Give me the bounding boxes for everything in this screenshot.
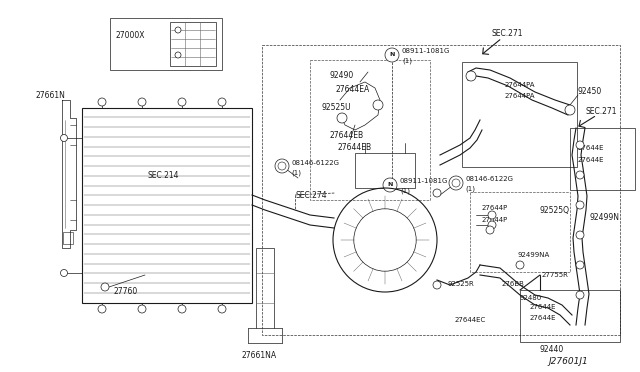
Bar [63, 232, 73, 244]
Text: 27661NA: 27661NA [242, 350, 277, 359]
Circle shape [138, 305, 146, 313]
Text: 92525U: 92525U [322, 103, 351, 112]
Circle shape [218, 305, 226, 313]
Circle shape [488, 221, 496, 229]
Bar [520, 290, 620, 342]
Text: 27644EB: 27644EB [330, 131, 364, 140]
Circle shape [433, 281, 441, 289]
Bar [82, 108, 252, 303]
Bar [355, 153, 415, 188]
Text: 27644P: 27644P [482, 217, 508, 223]
Circle shape [218, 98, 226, 106]
Text: 08146-6122G: 08146-6122G [291, 160, 339, 166]
Text: 27644E: 27644E [578, 157, 605, 163]
Bar [462, 62, 577, 167]
Text: J27601J1: J27601J1 [548, 357, 588, 366]
Bar [570, 128, 635, 190]
Circle shape [565, 105, 575, 115]
Text: 08146-6122G: 08146-6122G [465, 176, 513, 182]
Circle shape [385, 48, 399, 62]
Text: 08911-1081G: 08911-1081G [402, 48, 451, 54]
Text: 92525R: 92525R [448, 281, 475, 287]
Circle shape [576, 291, 584, 299]
Circle shape [452, 179, 460, 187]
Bar [310, 60, 430, 200]
Text: 27644E: 27644E [530, 315, 557, 321]
Text: 27644EB: 27644EB [338, 144, 372, 153]
Text: 08911-1081G: 08911-1081G [400, 178, 449, 184]
Text: 27755R: 27755R [542, 272, 569, 278]
Circle shape [337, 113, 347, 123]
Circle shape [466, 71, 476, 81]
Circle shape [278, 162, 286, 170]
Bar [256, 248, 274, 328]
Circle shape [61, 269, 67, 276]
Circle shape [373, 100, 383, 110]
Circle shape [101, 283, 109, 291]
Bar [470, 192, 570, 272]
Text: 27760: 27760 [113, 286, 137, 295]
Text: 27644P: 27644P [482, 205, 508, 211]
Text: SEC.271: SEC.271 [492, 29, 524, 38]
Circle shape [576, 141, 584, 149]
Bar [170, 22, 216, 66]
Text: N: N [389, 52, 395, 58]
Circle shape [138, 98, 146, 106]
Text: 27644EC: 27644EC [455, 317, 486, 323]
Text: 27644EA: 27644EA [335, 86, 369, 94]
Circle shape [576, 201, 584, 209]
Text: 92499NA: 92499NA [518, 252, 550, 258]
Circle shape [516, 261, 524, 269]
Text: 27661N: 27661N [36, 90, 66, 99]
Text: SEC.214: SEC.214 [148, 170, 179, 180]
Circle shape [488, 211, 496, 219]
Circle shape [486, 226, 494, 234]
Circle shape [275, 159, 289, 173]
Text: (1): (1) [400, 188, 410, 194]
Text: 27644PA: 27644PA [505, 82, 536, 88]
Text: 92499N: 92499N [590, 214, 620, 222]
Circle shape [98, 98, 106, 106]
Text: (1): (1) [465, 186, 475, 192]
Circle shape [576, 261, 584, 269]
Text: 27000X: 27000X [115, 31, 145, 39]
Text: SEC.274: SEC.274 [295, 190, 326, 199]
Text: 92450: 92450 [578, 87, 602, 96]
Text: 27644E: 27644E [578, 145, 605, 151]
Circle shape [175, 27, 181, 33]
Bar [110, 18, 222, 70]
Text: 92525Q: 92525Q [540, 205, 570, 215]
Text: 276BB: 276BB [502, 281, 525, 287]
Circle shape [433, 189, 441, 197]
Circle shape [61, 135, 67, 141]
Circle shape [178, 98, 186, 106]
Bar [262, 45, 620, 335]
Text: SEC.271: SEC.271 [586, 108, 618, 116]
Text: (1): (1) [402, 58, 412, 64]
Text: 27644E: 27644E [530, 304, 557, 310]
Circle shape [576, 231, 584, 239]
Text: (1): (1) [291, 170, 301, 176]
Circle shape [576, 171, 584, 179]
Circle shape [175, 52, 181, 58]
Text: N: N [387, 183, 393, 187]
Text: 92440: 92440 [540, 346, 564, 355]
Circle shape [383, 178, 397, 192]
Circle shape [449, 176, 463, 190]
Text: 92480: 92480 [520, 295, 542, 301]
Circle shape [178, 305, 186, 313]
Circle shape [98, 305, 106, 313]
Text: 27644PA: 27644PA [505, 93, 536, 99]
Text: 92490: 92490 [330, 71, 355, 80]
